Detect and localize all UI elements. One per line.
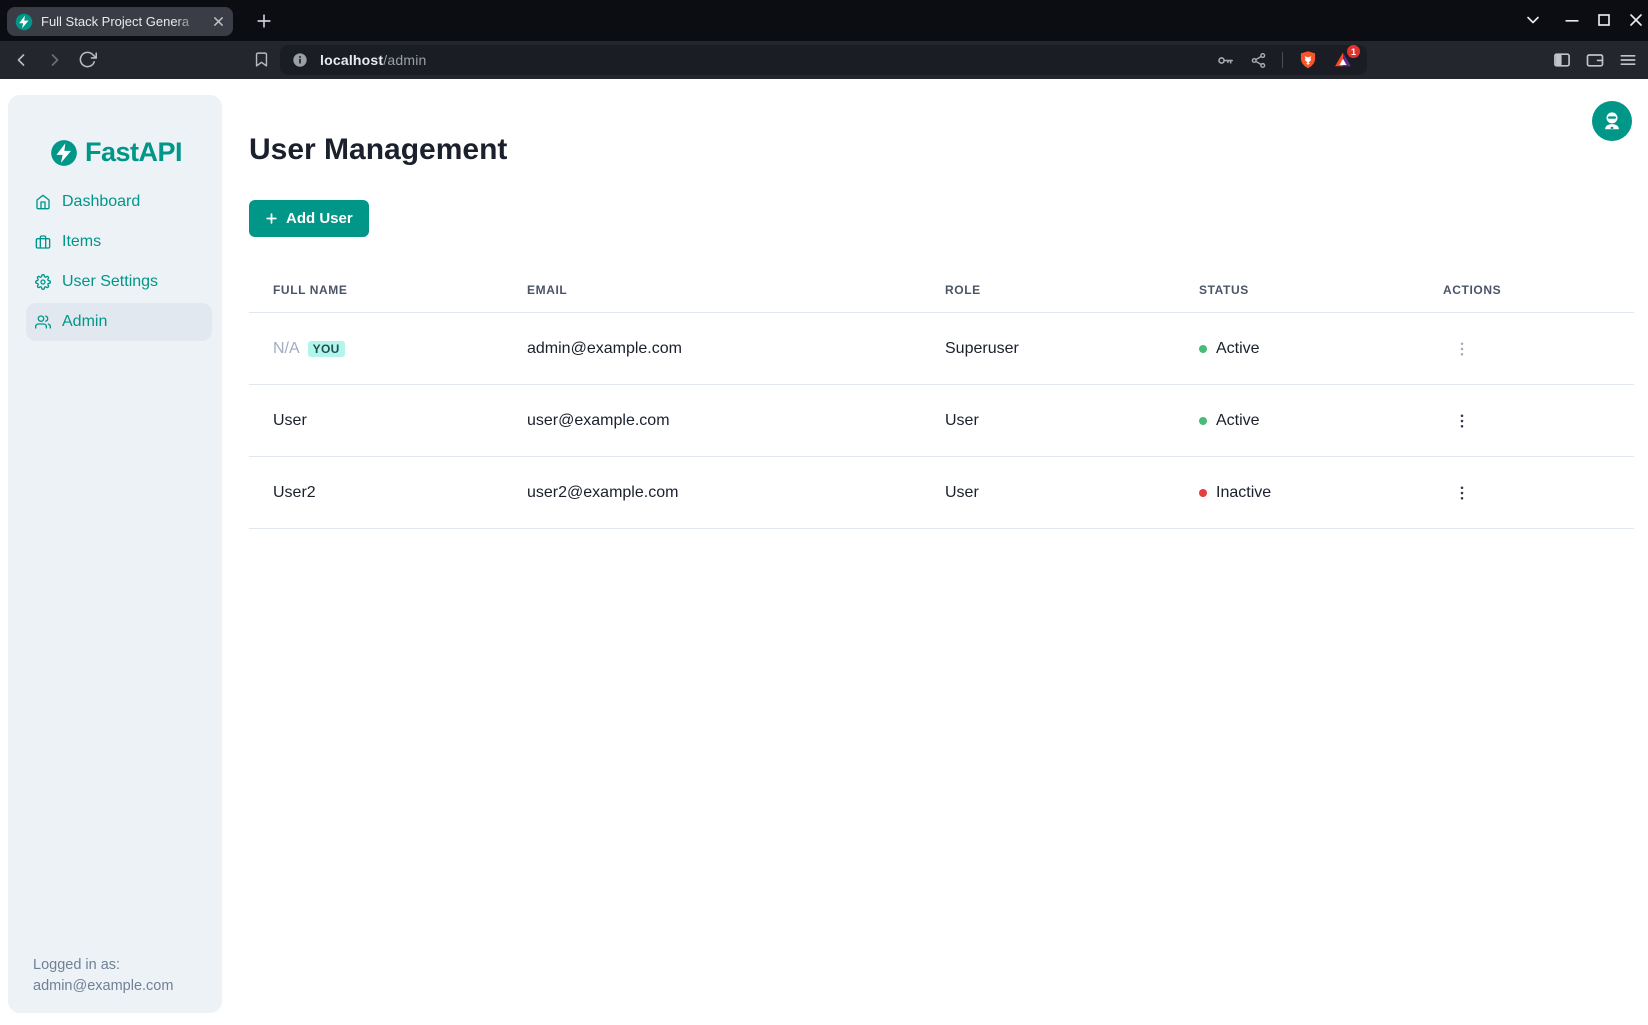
url-path: /admin (383, 52, 427, 68)
window-minimize-icon[interactable] (1562, 10, 1582, 30)
logo-text: FastAPI (85, 137, 183, 167)
side-panel-icon[interactable] (1552, 50, 1572, 70)
users-table: Full Name Email Role Status Actions N/A … (249, 267, 1634, 529)
sidebar-item-label: Items (62, 233, 102, 250)
add-user-label: Add User (286, 210, 353, 227)
fastapi-favicon-icon (15, 13, 33, 31)
brave-shields-icon[interactable] (1298, 50, 1318, 70)
table-row: N/A YOU admin@example.com Superuser Acti… (249, 313, 1634, 385)
share-icon[interactable] (1250, 52, 1267, 69)
new-tab-icon[interactable] (254, 11, 274, 31)
sidebar-item-items[interactable]: Items (26, 223, 212, 261)
users-icon (35, 314, 51, 330)
fastapi-logo: FastAPI (50, 137, 183, 168)
logged-in-label: Logged in as: (33, 957, 121, 973)
ellipsis-vertical-icon (1453, 412, 1471, 430)
col-header-status: Status (1199, 282, 1249, 297)
url-text: localhost/admin (320, 52, 427, 68)
row-actions-menu-button[interactable] (1447, 334, 1477, 364)
sidebar-item-label: User Settings (62, 273, 159, 290)
cell-email: user@example.com (527, 411, 670, 429)
wallet-icon[interactable] (1585, 50, 1605, 70)
key-icon[interactable] (1216, 51, 1235, 70)
hamburger-menu-icon[interactable] (1618, 50, 1638, 70)
table-header-row: Full Name Email Role Status Actions (249, 267, 1634, 313)
sidebar: FastAPI Dashboard Items User Settings (8, 95, 222, 1013)
cell-email: admin@example.com (527, 339, 682, 357)
tab-title: Full Stack Project Genera (41, 14, 201, 29)
window-chevron-down-icon[interactable] (1523, 10, 1543, 30)
user-astronaut-icon (1601, 110, 1623, 132)
cell-role: Superuser (945, 339, 1019, 357)
ellipsis-vertical-icon (1453, 484, 1471, 502)
url-host: localhost (320, 52, 384, 68)
sidebar-nav: Dashboard Items User Settings Admin (26, 183, 212, 343)
forward-icon[interactable] (45, 50, 65, 70)
cell-status-label: Active (1216, 339, 1260, 357)
cell-role: User (945, 411, 979, 429)
col-header-actions: Actions (1443, 282, 1502, 297)
cell-full-name: User2 (273, 483, 316, 501)
reload-icon[interactable] (78, 50, 98, 70)
plus-icon (265, 212, 278, 225)
col-header-email: Email (527, 282, 568, 297)
brave-rewards-icon[interactable]: 1 (1333, 45, 1360, 70)
table-row: User2 user2@example.com User Inactive (249, 457, 1634, 529)
rewards-badge-count: 1 (1347, 45, 1360, 58)
cell-email: user2@example.com (527, 483, 679, 501)
status-dot-inactive (1199, 488, 1207, 497)
you-badge: YOU (307, 340, 345, 357)
tab-close-icon[interactable] (209, 13, 227, 31)
col-header-full-name: Full Name (273, 282, 348, 297)
cell-status-label: Active (1216, 411, 1260, 429)
admin-page: FastAPI Dashboard Items User Settings (0, 79, 1648, 1025)
bookmark-icon[interactable] (253, 51, 273, 71)
sidebar-item-label: Dashboard (62, 193, 141, 210)
row-actions-menu-button[interactable] (1447, 478, 1477, 508)
logged-in-email: admin@example.com (33, 978, 174, 994)
page-title: User Management (249, 133, 508, 166)
address-bar[interactable]: localhost/admin 1 (280, 45, 1367, 75)
briefcase-icon (35, 234, 51, 250)
home-icon (35, 194, 51, 210)
back-icon[interactable] (11, 50, 31, 70)
ellipsis-vertical-icon (1453, 340, 1471, 358)
browser-tab[interactable]: Full Stack Project Genera (7, 7, 233, 36)
sidebar-item-label: Admin (62, 313, 108, 330)
main-content: User Management Add User Full Name Email… (249, 79, 1634, 529)
browser-toolbar: localhost/admin 1 (0, 41, 1648, 79)
window-close-icon[interactable] (1626, 10, 1646, 30)
user-menu-button[interactable] (1592, 101, 1632, 141)
col-header-role: Role (945, 282, 981, 297)
sidebar-item-user-settings[interactable]: User Settings (26, 263, 212, 301)
site-info-icon[interactable] (292, 52, 308, 68)
status-dot-active (1199, 416, 1207, 425)
cell-status-label: Inactive (1216, 483, 1272, 501)
sidebar-item-admin[interactable]: Admin (26, 303, 212, 341)
fastapi-logo-icon (50, 139, 78, 167)
logged-in-footer: Logged in as: admin@example.com (33, 955, 173, 997)
cell-full-name: N/A (273, 339, 300, 357)
status-dot-active (1199, 344, 1207, 353)
cell-role: User (945, 483, 979, 501)
table-row: User user@example.com User Active (249, 385, 1634, 457)
sidebar-item-dashboard[interactable]: Dashboard (26, 183, 212, 221)
cell-full-name: User (273, 411, 307, 429)
window-maximize-icon[interactable] (1594, 10, 1614, 30)
row-actions-menu-button[interactable] (1447, 406, 1477, 436)
browser-tab-strip: Full Stack Project Genera (0, 0, 1648, 41)
gear-icon (35, 274, 51, 290)
toolbar-divider (1282, 52, 1283, 68)
add-user-button[interactable]: Add User (249, 200, 369, 237)
